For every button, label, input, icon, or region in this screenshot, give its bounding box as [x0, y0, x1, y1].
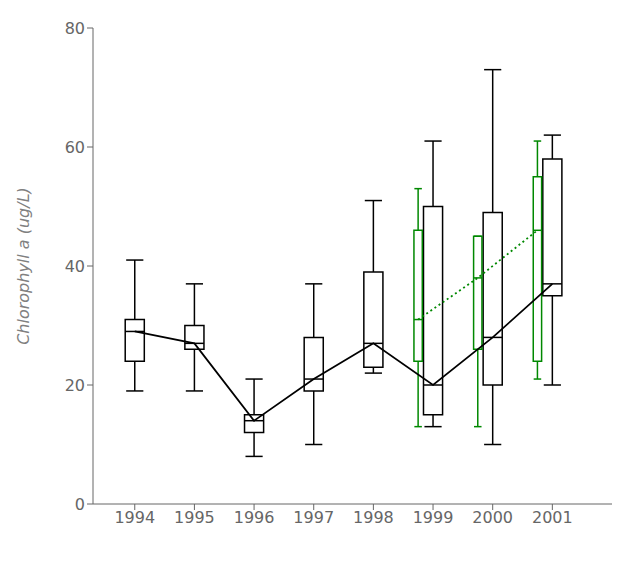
svg-text:60: 60	[65, 138, 85, 157]
svg-text:1998: 1998	[353, 508, 394, 527]
svg-text:2001: 2001	[532, 508, 573, 527]
svg-text:1999: 1999	[413, 508, 454, 527]
svg-text:20: 20	[65, 376, 85, 395]
svg-text:2000: 2000	[472, 508, 513, 527]
svg-text:1997: 1997	[293, 508, 334, 527]
svg-text:40: 40	[65, 257, 85, 276]
svg-text:1994: 1994	[114, 508, 155, 527]
svg-text:1996: 1996	[234, 508, 275, 527]
svg-text:0: 0	[75, 495, 85, 514]
svg-text:Chlorophyll a (ug/L): Chlorophyll a (ug/L)	[14, 187, 33, 345]
svg-text:1995: 1995	[174, 508, 215, 527]
svg-text:80: 80	[65, 19, 85, 38]
